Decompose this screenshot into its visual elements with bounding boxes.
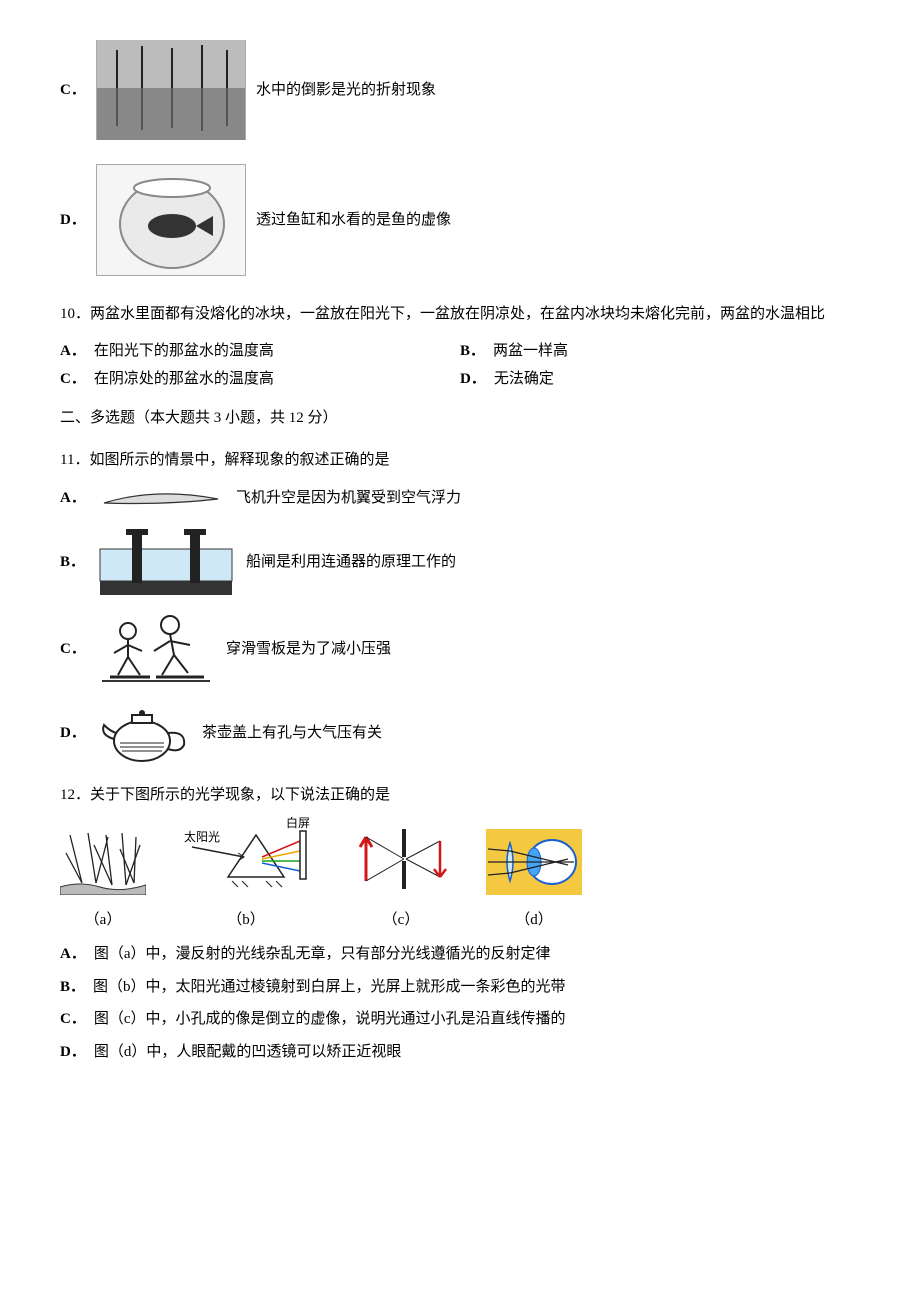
option-text: 图（a）中，漫反射的光线杂乱无章，只有部分光线遵循光的反射定律 <box>94 946 551 962</box>
option-label: A． <box>60 946 86 962</box>
q9-option-d: D． 透过鱼缸和水看的是鱼的虚像 <box>60 164 860 276</box>
fishbowl-photo-placeholder <box>96 164 246 276</box>
q11-stem: 11．如图所示的情景中，解释现象的叙述正确的是 <box>60 446 860 475</box>
q12-stem: 12．关于下图所示的光学现象，以下说法正确的是 <box>60 781 860 810</box>
option-text: 在阳光下的那盆水的温度高 <box>94 343 274 359</box>
q10-stem: 10．两盆水里面都有没熔化的冰块，一盆放在阳光下，一盆放在阴凉处，在盆内冰块均未… <box>60 300 860 329</box>
fig-caption: （d） <box>486 906 582 935</box>
q12-figs: （a） 太阳光 白屏 （b） <box>60 817 860 934</box>
question-text: 关于下图所示的光学现象，以下说法正确的是 <box>90 787 390 803</box>
section-2-header: 二、多选题（本大题共 3 小题，共 12 分） <box>60 404 860 433</box>
option-text: 图（d）中，人眼配戴的凹透镜可以矫正近视眼 <box>94 1044 402 1060</box>
fishbowl-svg <box>97 164 245 276</box>
concave-lens-eye-diagram <box>486 829 582 895</box>
option-label: C． <box>60 1011 86 1027</box>
option-label: A． <box>60 343 86 359</box>
option-text: 透过鱼缸和水看的是鱼的虚像 <box>256 206 451 235</box>
prism-dispersion-diagram: 太阳光 白屏 <box>176 817 316 895</box>
option-label: D． <box>60 206 88 235</box>
question-number: 10． <box>60 306 90 322</box>
question-text: 两盆水里面都有没熔化的冰块，一盆放在阳光下，一盆放在阴凉处，在盆内冰块均未熔化完… <box>90 306 825 322</box>
option-text: 无法确定 <box>494 371 554 387</box>
fig-caption: （a） <box>60 906 146 935</box>
section-title: 二、多选题（本大题共 3 小题，共 12 分） <box>60 410 338 426</box>
fig-c: （c） <box>346 823 456 934</box>
q11-option-d: D． 茶壶盖上有孔与大气压有关 <box>60 701 860 767</box>
ship-lock-img <box>96 527 236 599</box>
option-text: 船闸是利用连通器的原理工作的 <box>246 548 456 577</box>
option-text: 水中的倒影是光的折射现象 <box>256 76 436 105</box>
option-label: B． <box>460 343 485 359</box>
option-text: 飞机升空是因为机翼受到空气浮力 <box>236 484 461 513</box>
question-text: 如图所示的情景中，解释现象的叙述正确的是 <box>89 452 389 468</box>
option-label: B． <box>60 548 88 577</box>
option-label: B． <box>60 979 85 995</box>
ski-img <box>96 611 216 689</box>
q11-option-b: B． 船闸是利用连通器的原理工作的 <box>60 527 860 599</box>
teapot-img <box>96 701 192 767</box>
q9-option-c: C． 水中的倒影是光的折射现象 <box>60 40 860 140</box>
question-number: 12． <box>60 787 90 803</box>
pinhole-diagram <box>346 823 456 895</box>
fig-caption: （b） <box>176 906 316 935</box>
option-label: D． <box>460 371 486 387</box>
option-text: 在阴凉处的那盆水的温度高 <box>94 371 274 387</box>
reflection-photo-svg <box>97 40 245 140</box>
fig-a: （a） <box>60 831 146 934</box>
question-number: 11． <box>60 452 89 468</box>
option-label: C． <box>60 371 86 387</box>
diffuse-reflection-diagram <box>60 831 146 895</box>
option-text: 两盆一样高 <box>493 343 568 359</box>
option-label: C． <box>60 76 88 105</box>
option-label: D． <box>60 1044 86 1060</box>
q12-options: A． 图（a）中，漫反射的光线杂乱无章，只有部分光线遵循光的反射定律 B． 图（b）… <box>60 940 860 1066</box>
option-text: 穿滑雪板是为了减小压强 <box>226 635 391 664</box>
option-text: 图（b）中，太阳光通过棱镜射到白屏上，光屏上就形成一条彩色的光带 <box>93 979 566 995</box>
reflection-photo-placeholder <box>96 40 246 140</box>
option-label: D． <box>60 719 88 748</box>
q11-option-a: A． 飞机升空是因为机翼受到空气浮力 <box>60 483 860 515</box>
airplane-wing-img <box>96 483 226 515</box>
option-label: C． <box>60 635 88 664</box>
fig-b: 太阳光 白屏 （b） <box>176 817 316 934</box>
q10-row2: C． 在阴凉处的那盆水的温度高 D． 无法确定 <box>60 365 860 394</box>
sun-label: 太阳光 <box>184 829 220 844</box>
fig-caption: （c） <box>346 906 456 935</box>
option-label: A． <box>60 484 88 513</box>
fig-d: （d） <box>486 829 582 934</box>
q11-option-c: C． 穿滑雪板是为了减小压强 <box>60 611 860 689</box>
screen-label: 白屏 <box>286 817 310 830</box>
option-text: 图（c）中，小孔成的像是倒立的虚像，说明光通过小孔是沿直线传播的 <box>94 1011 566 1027</box>
q10-row1: A． 在阳光下的那盆水的温度高 B． 两盆一样高 <box>60 337 860 366</box>
option-text: 茶壶盖上有孔与大气压有关 <box>202 719 382 748</box>
